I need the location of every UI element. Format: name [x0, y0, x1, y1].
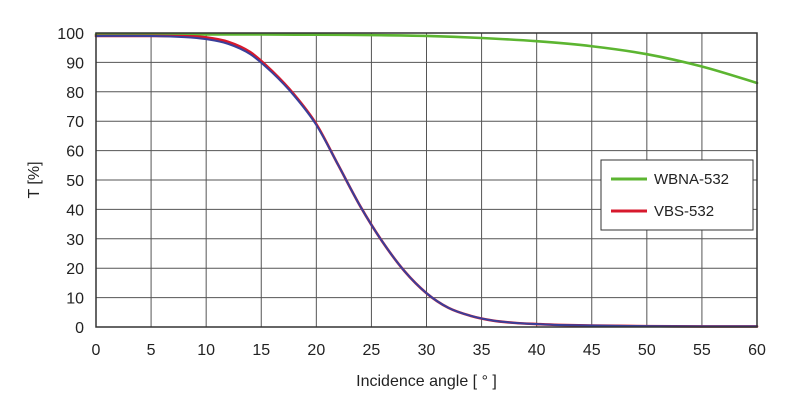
x-tick-labels: 0 5 10 15 20 25 30 35 40 45 50 55 60 [92, 342, 766, 359]
legend: WBNA-532 VBS-532 [600, 159, 754, 231]
y-tick-labels: 0 10 20 30 40 50 60 70 80 90 100 [57, 26, 84, 337]
y-tick-label: 50 [66, 173, 84, 190]
y-tick-label: 70 [66, 114, 84, 131]
y-tick-label: 40 [66, 202, 84, 219]
x-tick-label: 0 [92, 342, 101, 359]
y-tick-label: 90 [66, 55, 84, 72]
x-axis-label: Incidence angle [ ° ] [356, 373, 497, 390]
plot-frame [95, 32, 758, 328]
x-tick-label: 55 [693, 342, 711, 359]
y-tick-label: 60 [66, 144, 84, 161]
x-tick-label: 20 [307, 342, 325, 359]
y-tick-label: 80 [66, 85, 84, 102]
series-line-unlabeled [95, 34, 758, 328]
x-tick-label: 35 [473, 342, 491, 359]
x-tick-label: 15 [252, 342, 270, 359]
y-tick-label: 100 [57, 26, 84, 43]
x-tick-label: 40 [528, 342, 546, 359]
y-tick-label: 10 [66, 291, 84, 308]
y-tick-label: 0 [75, 320, 84, 337]
x-tick-label: 10 [197, 342, 215, 359]
legend-label-wbna-532: WBNA-532 [654, 171, 729, 188]
x-tick-label: 25 [363, 342, 381, 359]
x-tick-label: 5 [147, 342, 156, 359]
y-axis-label: T [%] [26, 161, 43, 198]
x-tick-label: 45 [583, 342, 601, 359]
series-line-wbna-532 [94, 33, 759, 85]
y-tick-label: 30 [66, 232, 84, 249]
y-tick-label: 20 [66, 261, 84, 278]
legend-box [600, 159, 754, 231]
series-layer [94, 33, 759, 328]
x-tick-label: 60 [748, 342, 766, 359]
x-tick-label: 30 [418, 342, 436, 359]
legend-label-vbs-532: VBS-532 [654, 203, 714, 220]
x-tick-label: 50 [638, 342, 656, 359]
